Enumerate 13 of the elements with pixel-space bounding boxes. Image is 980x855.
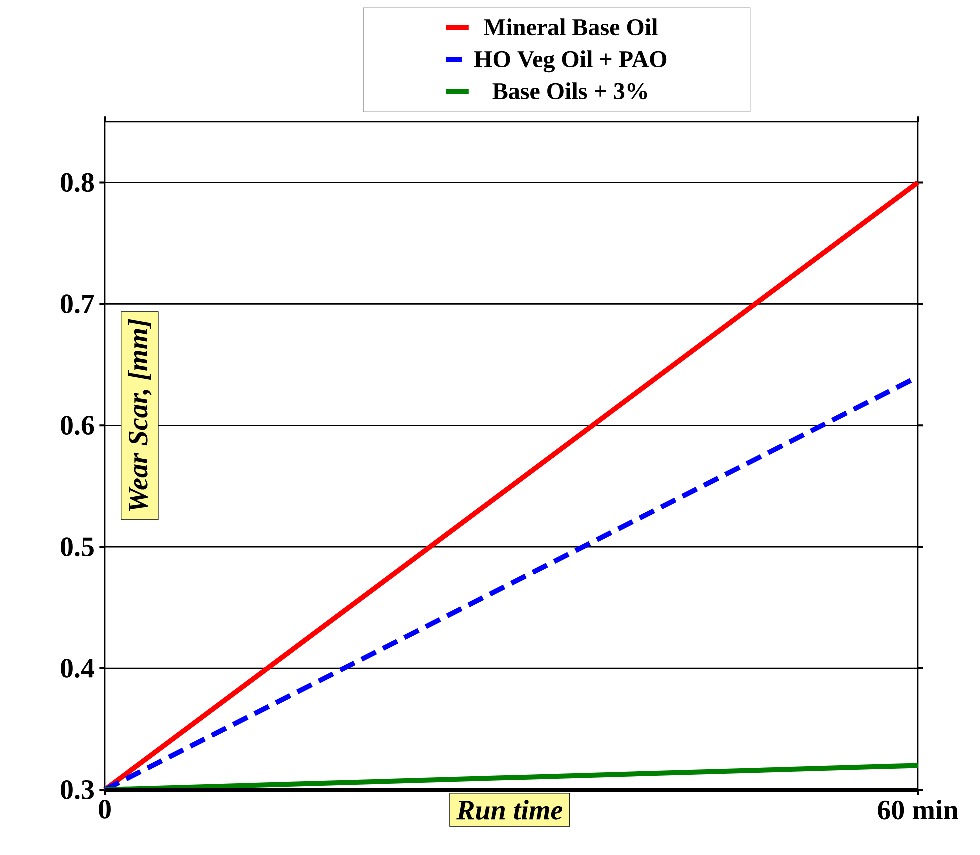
y-tick-label: 0.3: [61, 780, 94, 800]
x-axis-title: Run time: [456, 800, 563, 820]
y-tick-label: 0.4: [61, 659, 94, 678]
legend-label: Base Oils + 3%: [492, 82, 648, 100]
x-tick-label: 0: [99, 800, 111, 819]
y-axis-title: Wear Scar, [mm]: [128, 319, 152, 512]
y-tick-label: 0.5: [61, 538, 94, 557]
y-tick-label: 0.7: [61, 294, 94, 314]
y-tick-label: 0.8: [61, 173, 94, 192]
legend-label: HO Veg Oil + PAO: [474, 50, 667, 73]
y-tick-label: 0.6: [61, 416, 94, 436]
x-tick-label: 60 min: [878, 800, 958, 820]
legend-label: Mineral Base Oil: [484, 18, 658, 36]
